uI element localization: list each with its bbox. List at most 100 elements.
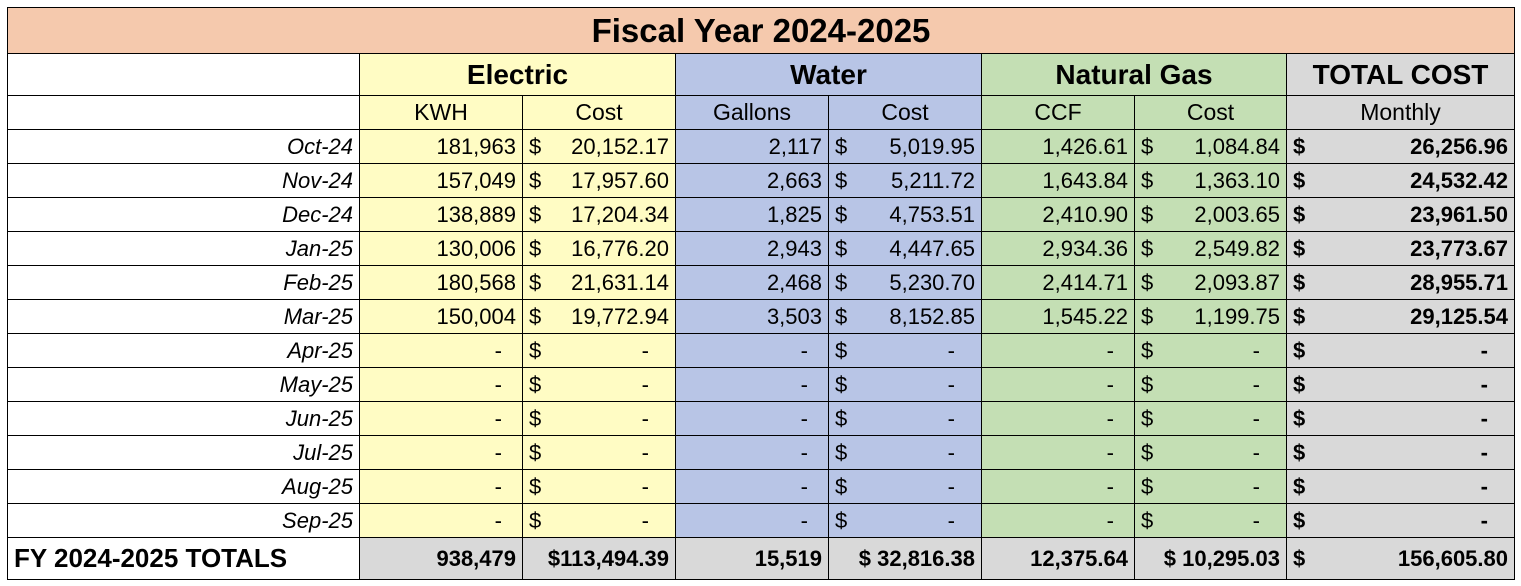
currency-symbol: $ xyxy=(835,473,848,499)
water-cost-cell: $4,447.65 xyxy=(828,231,982,266)
ccf-cell: - xyxy=(981,333,1135,368)
month-label: Apr-25 xyxy=(7,333,360,368)
ccf-cell: 2,414.71 xyxy=(981,265,1135,300)
water-header: Water xyxy=(675,53,982,96)
monthly-total-cell: $ - xyxy=(1286,469,1515,504)
monthly-total-cell: $23,773.67 xyxy=(1286,231,1515,266)
monthly-total-cell: $ - xyxy=(1286,503,1515,538)
currency-symbol: $ xyxy=(835,235,848,261)
gas-cost-cell: $ - xyxy=(1134,435,1287,470)
amount-value: 5,211.72 xyxy=(890,167,975,193)
amount-value: - xyxy=(641,371,649,397)
monthly-total-cell: $28,955.71 xyxy=(1286,265,1515,300)
table-row: Oct-24 181,963 $20,152.17 2,117 $5,019.95 1,4… xyxy=(7,129,1515,164)
currency-symbol: $ xyxy=(529,337,542,363)
table-row: Jul-25- $ - - $ - - $ - $ - xyxy=(7,435,1515,470)
kwh-cell: - xyxy=(359,503,523,538)
month-label: Jul-25 xyxy=(7,435,360,470)
currency-symbol: $ xyxy=(529,473,542,499)
electric-cost-cell: $ - xyxy=(522,367,676,402)
amount-value: 17,957.60 xyxy=(571,167,669,193)
currency-symbol: $ xyxy=(529,371,542,397)
gas-cost-cell: $ - xyxy=(1134,401,1287,436)
monthly-total-cell: $24,532.42 xyxy=(1286,163,1515,198)
amount-value: - xyxy=(641,507,649,533)
amount-value: - xyxy=(947,507,955,533)
currency-symbol: $ xyxy=(835,371,848,397)
amount-value: - xyxy=(947,405,955,431)
currency-symbol: $ xyxy=(1141,473,1154,499)
currency-symbol: $ xyxy=(529,133,542,159)
ccf-cell: - xyxy=(981,367,1135,402)
natural-gas-header: Natural Gas xyxy=(981,53,1287,96)
gallons-cell: 3,503 xyxy=(675,299,829,334)
title-row: Fiscal Year 2024-2025 xyxy=(7,7,1515,54)
electric-cost-cell: $19,772.94 xyxy=(522,299,676,334)
amount-value: - xyxy=(1480,337,1488,363)
currency-symbol: $ xyxy=(1141,405,1154,431)
amount-value: 1,199.75 xyxy=(1194,303,1280,329)
table-row: Jun-25- $ - - $ - - $ - $ - xyxy=(7,401,1515,436)
currency-symbol: $ xyxy=(1293,269,1306,295)
gas-cost-cell: $2,093.87 xyxy=(1134,265,1287,300)
amount-value: 26,256.96 xyxy=(1410,133,1508,159)
month-label: Mar-25 xyxy=(7,299,360,334)
amount-value: 2,003.65 xyxy=(1194,201,1280,227)
currency-symbol: $ xyxy=(1141,439,1154,465)
total-gas-cost: $ 10,295.03 xyxy=(1134,537,1287,580)
electric-cost-cell: $ - xyxy=(522,503,676,538)
electric-cost-cell: $ - xyxy=(522,469,676,504)
currency-symbol: $ xyxy=(835,269,848,295)
ccf-cell: 2,934.36 xyxy=(981,231,1135,266)
currency-symbol: $ xyxy=(1293,303,1306,329)
currency-symbol: $ xyxy=(1293,371,1306,397)
ccf-cell: 1,643.84 xyxy=(981,163,1135,198)
monthly-total-cell: $ - xyxy=(1286,401,1515,436)
amount-value: 1,084.84 xyxy=(1194,133,1280,159)
ccf-cell: 1,426.61 xyxy=(981,129,1135,164)
currency-symbol: $ xyxy=(1141,337,1154,363)
monthly-header: Monthly xyxy=(1286,95,1515,130)
amount-value: - xyxy=(1252,507,1260,533)
currency-symbol: $ xyxy=(835,303,848,329)
currency-symbol: $ xyxy=(1293,201,1306,227)
kwh-cell: 150,004 xyxy=(359,299,523,334)
currency-symbol: $ xyxy=(1293,507,1306,533)
amount-value: - xyxy=(1252,473,1260,499)
ccf-cell: - xyxy=(981,469,1135,504)
amount-value: - xyxy=(641,337,649,363)
water-cost-cell: $ - xyxy=(828,469,982,504)
table-row: Mar-25 150,004 $19,772.94 3,503 $8,152.85 1,5… xyxy=(7,299,1515,334)
gas-cost-header: Cost xyxy=(1134,95,1287,130)
electric-cost-cell: $ - xyxy=(522,401,676,436)
amount-value: 19,772.94 xyxy=(571,303,669,329)
gallons-cell: - xyxy=(675,333,829,368)
amount-value: 4,447.65 xyxy=(889,235,975,261)
amount-value: - xyxy=(947,337,955,363)
currency-symbol: $ xyxy=(1293,337,1306,363)
amount-value: - xyxy=(1480,405,1488,431)
gallons-cell: - xyxy=(675,469,829,504)
currency-symbol: $ xyxy=(529,439,542,465)
monthly-total-cell: $ - xyxy=(1286,435,1515,470)
amount-value: 29,125.54 xyxy=(1410,303,1508,329)
water-cost-cell: $5,019.95 xyxy=(828,129,982,164)
currency-symbol: $ xyxy=(529,269,542,295)
total-cost-header: TOTAL COST xyxy=(1286,53,1515,96)
currency-symbol: $ xyxy=(1293,439,1306,465)
amount-value: - xyxy=(641,405,649,431)
currency-symbol: $ xyxy=(835,439,848,465)
kwh-cell: - xyxy=(359,435,523,470)
total-ccf: 12,375.64 xyxy=(981,537,1135,580)
sub-header-row: KWH Cost Gallons Cost CCF Cost Monthly xyxy=(7,95,1515,130)
group-header-row: Electric Water Natural Gas TOTAL COST xyxy=(7,53,1515,96)
kwh-cell: - xyxy=(359,367,523,402)
gas-cost-cell: $2,549.82 xyxy=(1134,231,1287,266)
amount-value: 2,549.82 xyxy=(1194,235,1280,261)
amount-value: 21,631.14 xyxy=(571,269,669,295)
amount-value: 17,204.34 xyxy=(571,201,669,227)
ccf-cell: - xyxy=(981,401,1135,436)
electric-cost-cell: $ - xyxy=(522,333,676,368)
amount-value: 20,152.17 xyxy=(571,133,669,159)
amount-value: 5,230.70 xyxy=(889,269,975,295)
